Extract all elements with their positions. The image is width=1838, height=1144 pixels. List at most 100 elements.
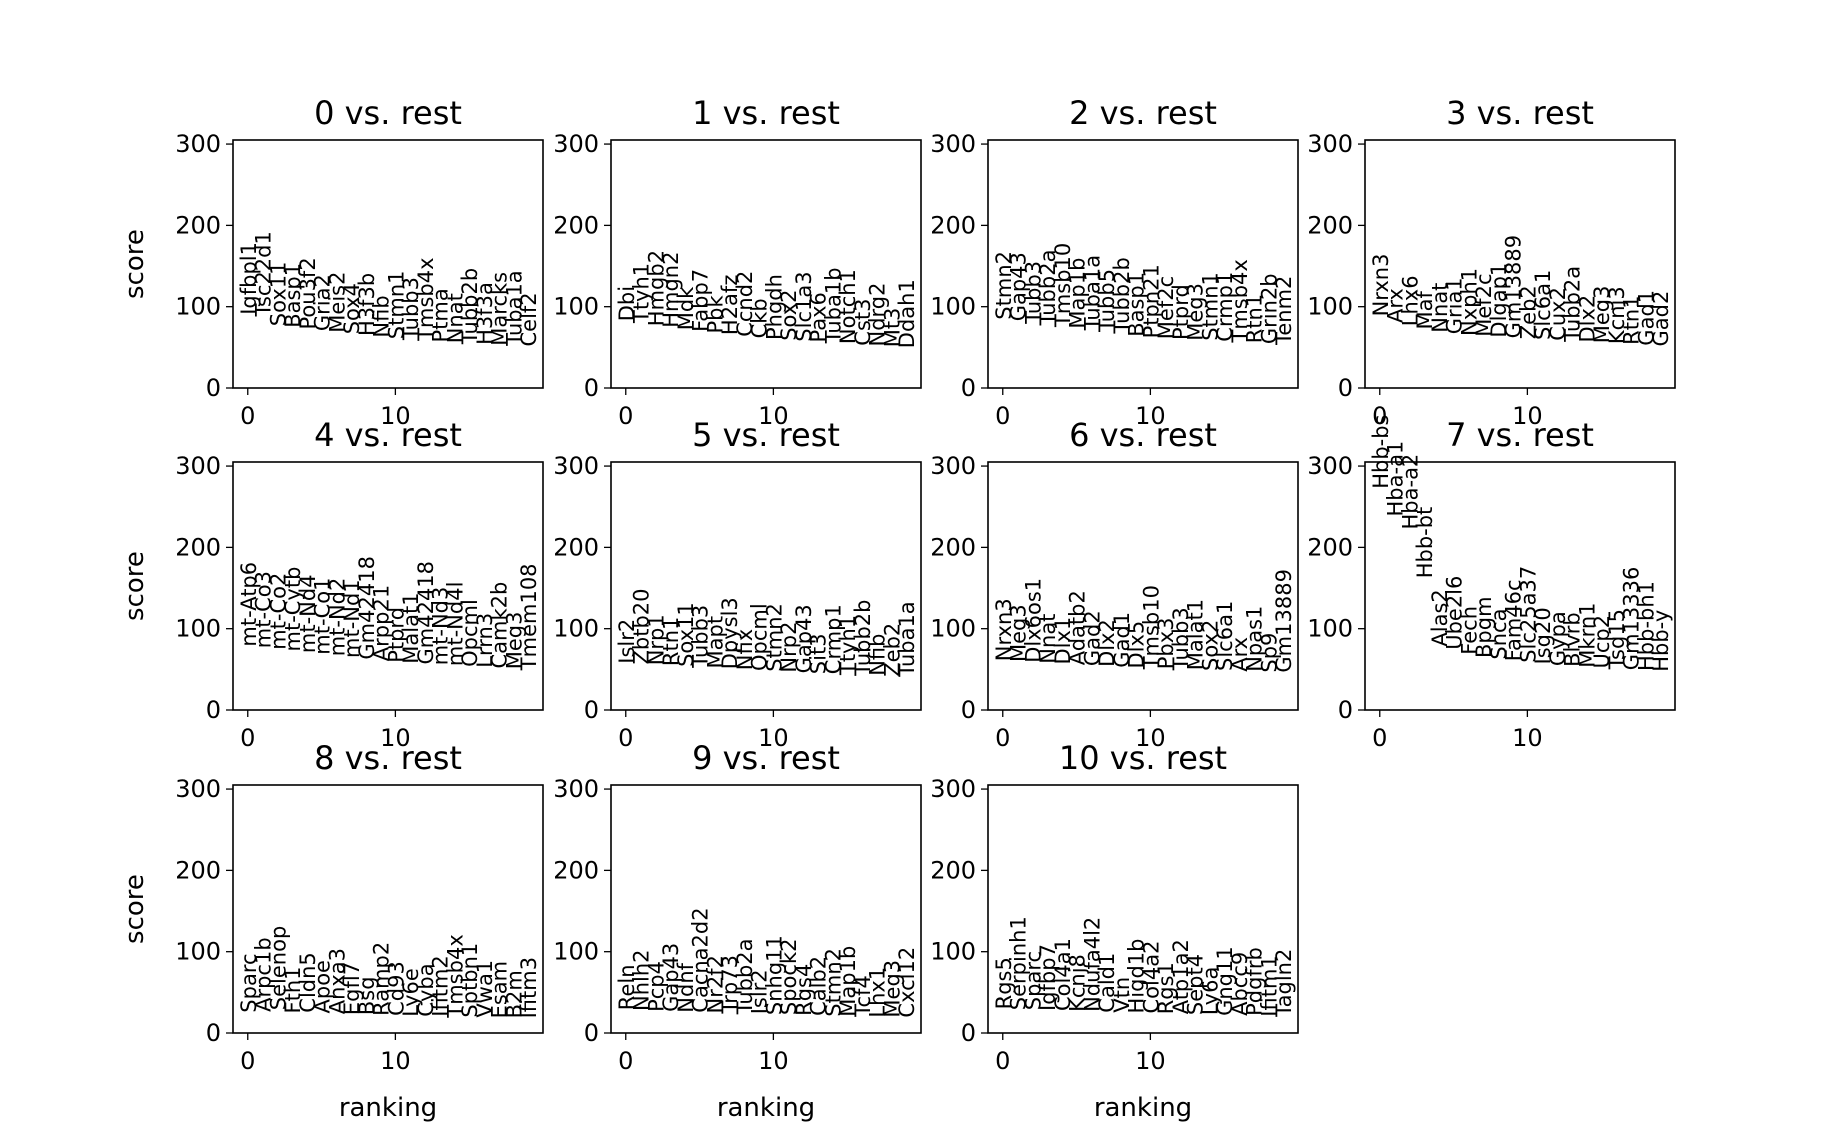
y-tick-label: 100	[175, 938, 221, 966]
gene-label: Crmp1	[1213, 272, 1237, 342]
x-axis-label: ranking	[1094, 1093, 1192, 1123]
gene-label: Meg3	[1590, 286, 1614, 344]
gene-label: Stmn2	[762, 603, 786, 672]
y-tick-label: 200	[175, 856, 221, 884]
y-tick-label: 0	[206, 1019, 221, 1047]
gene-label: mt-Nd4	[296, 574, 320, 653]
gene-label: Esam	[488, 961, 512, 1019]
gene-label: Arpc1b	[252, 937, 276, 1012]
gene-label: Malat1	[399, 592, 423, 663]
gene-label: Gad2	[1080, 610, 1104, 666]
panel-title: 10 vs. rest	[1059, 739, 1227, 777]
x-tick-label: 10	[380, 724, 411, 752]
gene-label: Islr2	[748, 969, 772, 1014]
gene-label: H3f3b	[355, 273, 379, 336]
gene-label: Hba-a2	[1398, 454, 1422, 530]
gene-label: Serpinh1	[1007, 916, 1031, 1010]
y-tick-label: 200	[553, 533, 599, 561]
gene-label: Tubb3	[689, 605, 713, 669]
gene-label: Spock2	[777, 939, 801, 1016]
gene-label: Nrxn3	[992, 598, 1016, 661]
gene-label: Dlgap1	[1487, 263, 1511, 338]
gene-label: Nrxn3	[1369, 254, 1393, 317]
gene-label: Gm42418	[355, 556, 379, 660]
y-axis-label: score	[120, 551, 150, 621]
x-tick-label: 10	[380, 1047, 411, 1075]
gene-label: Col4a1	[1051, 938, 1075, 1011]
gene-label: Ttyh1	[630, 263, 654, 324]
gene-label: Pou3f2	[296, 257, 320, 329]
gene-label: Marcks	[488, 272, 512, 346]
gene-label: Mt3	[881, 308, 905, 348]
gene-label: Hmgb2	[644, 250, 668, 326]
y-tick-label: 200	[930, 856, 976, 884]
panel-title: 8 vs. rest	[314, 739, 462, 777]
gene-label: Nfib	[866, 634, 890, 676]
plot-frame	[610, 139, 922, 389]
gene-label: Arx	[1228, 637, 1252, 672]
gene-label: Fech	[1457, 606, 1481, 655]
y-tick-label: 0	[206, 696, 221, 724]
gene-label: Atp1a2	[1169, 939, 1193, 1014]
gene-label: Slc6a1	[1531, 270, 1555, 340]
y-tick-label: 100	[553, 938, 599, 966]
gene-label: Tubb5	[1095, 269, 1119, 333]
gene-label: Cldn5	[296, 952, 320, 1013]
gene-label: Vtn	[1110, 977, 1134, 1013]
y-tick-label: 100	[930, 293, 976, 321]
x-tick-label: 0	[995, 1047, 1010, 1075]
gene-label: Tuba1a	[503, 270, 527, 346]
gene-label: Opcml	[458, 599, 482, 667]
x-tick-label: 10	[1135, 1047, 1166, 1075]
gene-label: Malat1	[1184, 599, 1208, 670]
x-tick-label: 10	[1135, 724, 1166, 752]
gene-label: Nnat	[1428, 283, 1452, 333]
gene-label: B2m	[503, 970, 527, 1018]
x-axis-label: ranking	[717, 1093, 815, 1123]
gene-label: Anxa3	[325, 948, 349, 1014]
gene-label: Nxph1	[1457, 268, 1481, 336]
gene-label: Sptbn1	[458, 943, 482, 1018]
y-tick-label: 200	[930, 211, 976, 239]
gene-label: Stmn2	[821, 948, 845, 1017]
gene-label: Meg3	[1184, 283, 1208, 341]
y-tick-label: 100	[553, 293, 599, 321]
gene-label: Mef2c	[1154, 276, 1178, 339]
gene-label: mt-Co3	[252, 571, 276, 648]
y-tick-label: 200	[1307, 533, 1353, 561]
gene-label: Gad2	[1649, 291, 1673, 347]
gene-label: Hbb-bs	[1369, 414, 1393, 488]
gene-label: Grin2b	[1258, 273, 1282, 344]
panel-title: 2 vs. rest	[1069, 94, 1217, 132]
gene-label: Gad1	[1110, 612, 1134, 668]
x-tick-label: 0	[240, 402, 255, 430]
x-tick-label: 0	[240, 724, 255, 752]
gene-label: Tenm2	[1272, 276, 1296, 346]
gene-label: Basp1	[1125, 272, 1149, 337]
gene-label: Stmn1	[1198, 272, 1222, 341]
gene-label: Pax6	[807, 292, 831, 342]
gene-label: Basp1	[281, 263, 305, 328]
gene-label: Mef2c	[1472, 273, 1496, 336]
y-tick-label: 100	[553, 615, 599, 643]
gene-label: Tmsb10	[1139, 585, 1163, 670]
gene-label: Gria2	[311, 274, 335, 331]
gene-label: Cald1	[1095, 953, 1119, 1013]
gene-label: Pdgfrb	[1243, 947, 1267, 1016]
x-tick-label: 0	[240, 1047, 255, 1075]
panel-1: 1 vs. rest 0 100 200 300 0 10 DbiTtyh1Hmgb2Hmgn…	[553, 94, 922, 430]
gene-label: mt-Nd2	[325, 578, 349, 657]
gene-label: Gap43	[792, 604, 816, 673]
gene-label: Ly6e	[399, 968, 423, 1016]
gene-label: Dlx1	[1051, 617, 1075, 665]
gene-label: Cst3	[851, 298, 875, 345]
x-tick-label: 10	[380, 402, 411, 430]
gene-label: Cux2	[1546, 287, 1570, 341]
gene-label: Ifitm3	[517, 957, 541, 1018]
x-tick-label: 10	[1135, 402, 1166, 430]
plot-frame	[232, 139, 544, 389]
panel-0: 0 vs. rest 0 100 200 300 0 10 score Igfbpl1Tsc22…	[120, 94, 544, 430]
gene-label: Tsg15	[1605, 609, 1629, 670]
